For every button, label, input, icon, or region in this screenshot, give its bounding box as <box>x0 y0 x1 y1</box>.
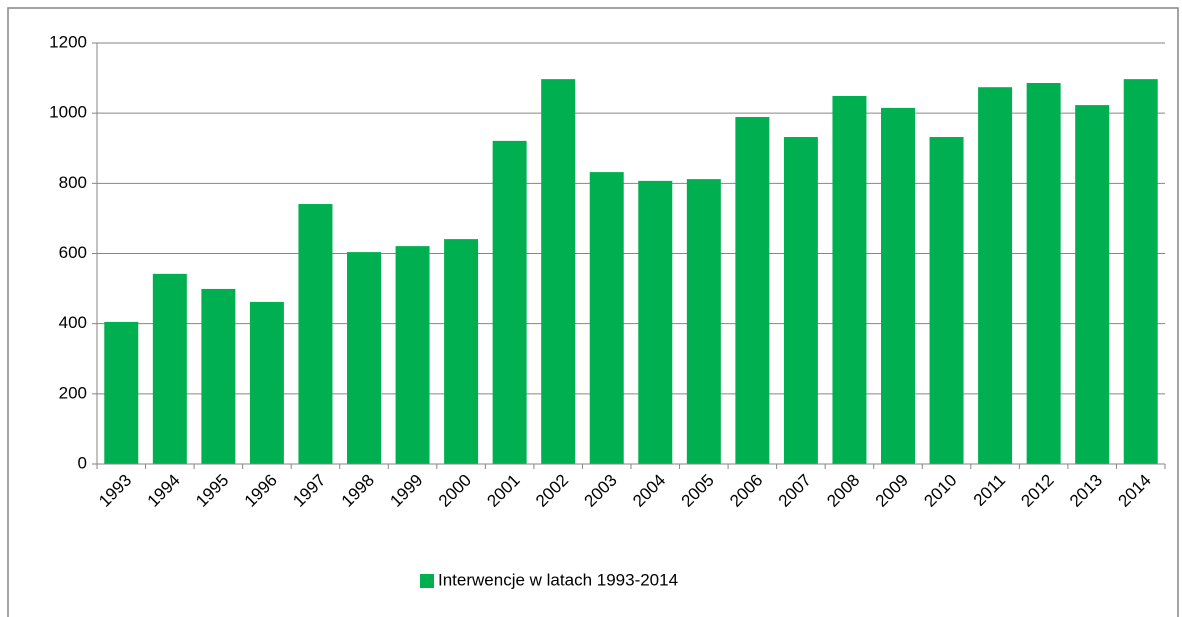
x-tick-label: 2004 <box>629 471 669 511</box>
bar <box>347 252 381 464</box>
bar <box>249 301 284 464</box>
y-tick-label: 0 <box>78 453 87 472</box>
x-tick-label: 2000 <box>435 471 475 511</box>
y-tick-label: 600 <box>59 243 87 262</box>
x-tick-label: 2011 <box>970 471 1009 510</box>
y-tick-label: 800 <box>59 173 87 192</box>
bar <box>1123 79 1158 464</box>
x-tick-label: 2002 <box>532 471 572 511</box>
x-tick-label: 1999 <box>386 471 426 511</box>
chart-frame <box>7 7 1179 617</box>
y-tick-label: 1200 <box>49 32 87 51</box>
x-tick-label: 1993 <box>95 471 135 511</box>
x-tick-label: 2010 <box>920 471 960 511</box>
x-tick-label: 1998 <box>338 471 378 511</box>
y-tick-label: 400 <box>59 313 87 332</box>
bar <box>735 117 770 465</box>
x-tick-label: 1996 <box>241 471 281 511</box>
bar <box>298 204 333 464</box>
bar <box>201 288 236 464</box>
x-tick-label: 2007 <box>775 471 815 511</box>
bar <box>783 137 818 465</box>
x-tick-label: 1994 <box>144 471 184 511</box>
bar <box>492 140 527 464</box>
bar <box>686 179 721 464</box>
x-tick-label: 2008 <box>823 471 863 511</box>
x-tick-label: 2003 <box>581 471 621 511</box>
x-tick-label: 2001 <box>483 471 523 511</box>
x-tick-label: 1997 <box>289 471 329 511</box>
bar <box>929 137 964 465</box>
legend-label: Interwencje w latach 1993-2014 <box>438 570 678 589</box>
bar <box>444 239 479 464</box>
bar <box>541 79 576 464</box>
y-tick-label: 200 <box>59 383 87 402</box>
bar <box>881 107 915 464</box>
x-tick-label: 2009 <box>872 471 912 511</box>
x-tick-label: 1995 <box>192 471 232 511</box>
bar <box>638 180 673 464</box>
bar <box>104 321 139 464</box>
bar <box>832 95 867 464</box>
x-tick-label: 2005 <box>678 471 718 511</box>
bar <box>1075 105 1110 464</box>
bar <box>978 87 1013 464</box>
legend-swatch <box>420 574 434 588</box>
x-tick-label: 2014 <box>1115 471 1155 511</box>
bar <box>152 273 187 464</box>
x-tick-label: 2006 <box>726 471 766 511</box>
x-tick-label: 2013 <box>1066 471 1106 511</box>
y-tick-label: 1000 <box>49 103 87 122</box>
bar <box>1026 82 1061 465</box>
x-tick-label: 2012 <box>1017 471 1057 511</box>
bar <box>589 172 624 464</box>
bar <box>395 246 430 464</box>
